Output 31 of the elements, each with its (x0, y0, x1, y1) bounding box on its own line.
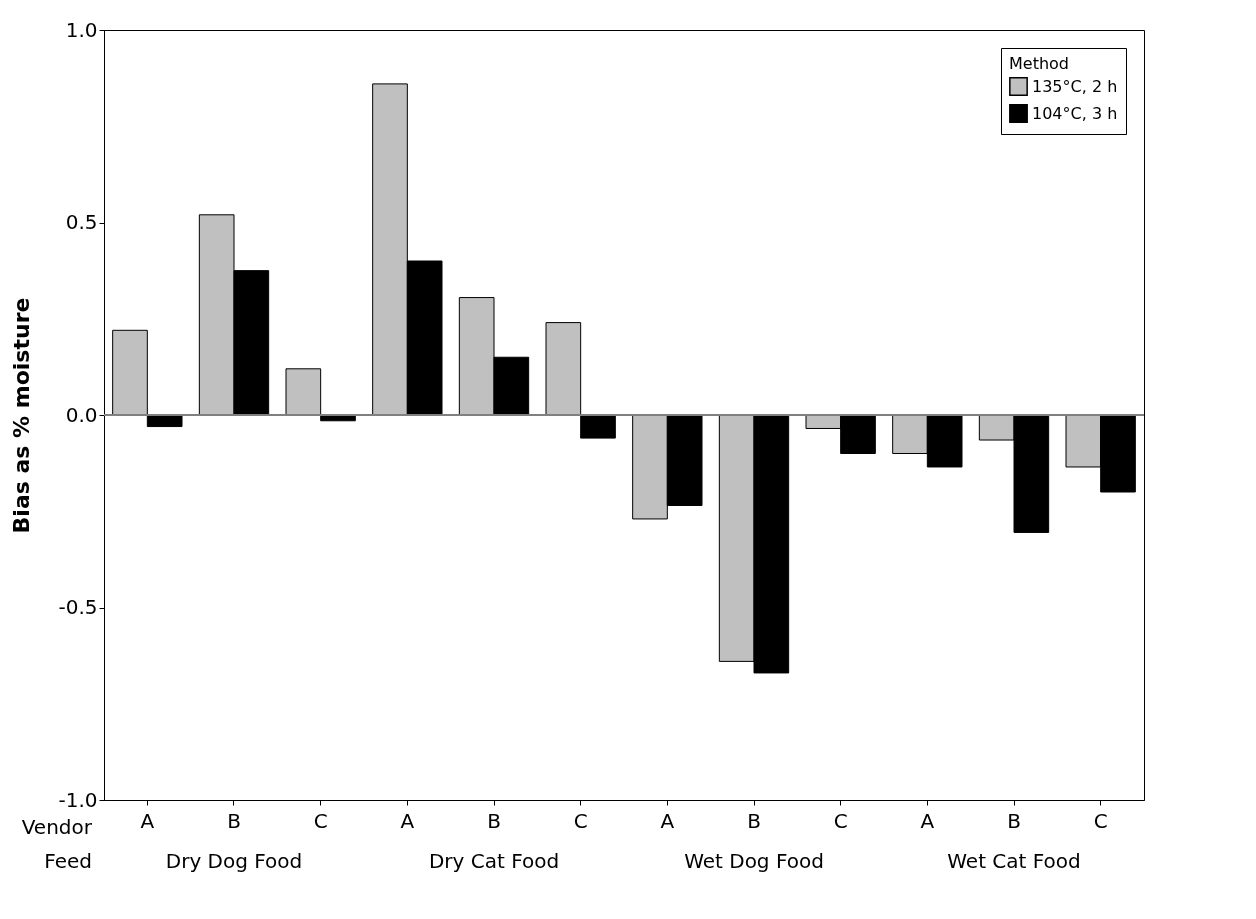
text: Wet Dog Food (684, 849, 824, 873)
text: Dry Dog Food (165, 849, 303, 873)
legend-title: Method (1009, 54, 1070, 73)
x-tick-label: C (1093, 808, 1108, 833)
y-tick-label: -0.5 (58, 595, 98, 619)
text: Feed (44, 849, 92, 873)
x-tick-label: C (313, 808, 328, 833)
x-tick-label: B (747, 808, 761, 833)
x-tick-label: A (920, 808, 935, 833)
text: Dry Cat Food (428, 849, 560, 873)
x-tick-label: C (573, 808, 588, 833)
legend-label: 104°C, 3 h (1032, 103, 1118, 123)
x-tick-label: C (833, 808, 848, 833)
x-tick-label: B (487, 808, 501, 833)
legend-label: 135°C, 2 h (1032, 76, 1118, 96)
bar (545, 322, 582, 416)
x-tick-label: A (400, 808, 415, 833)
y-tick-label: 1.0 (65, 17, 98, 42)
y-tick-label: 0.0 (65, 402, 98, 427)
x-tick-label: A (140, 808, 155, 833)
x-tick-label: B (1007, 808, 1021, 833)
y-tick-label: -1.0 (58, 787, 98, 812)
x-tick-label: A (660, 808, 675, 833)
x-tick-label: B (227, 808, 241, 833)
bar (285, 368, 322, 416)
text: Vendor (21, 815, 93, 839)
bar (112, 329, 148, 416)
text: Wet Cat Food (947, 849, 1081, 873)
y-tick-label: 0.5 (65, 210, 98, 234)
y-axis-title: Bias as % moisture (9, 297, 35, 534)
bar (580, 414, 616, 439)
